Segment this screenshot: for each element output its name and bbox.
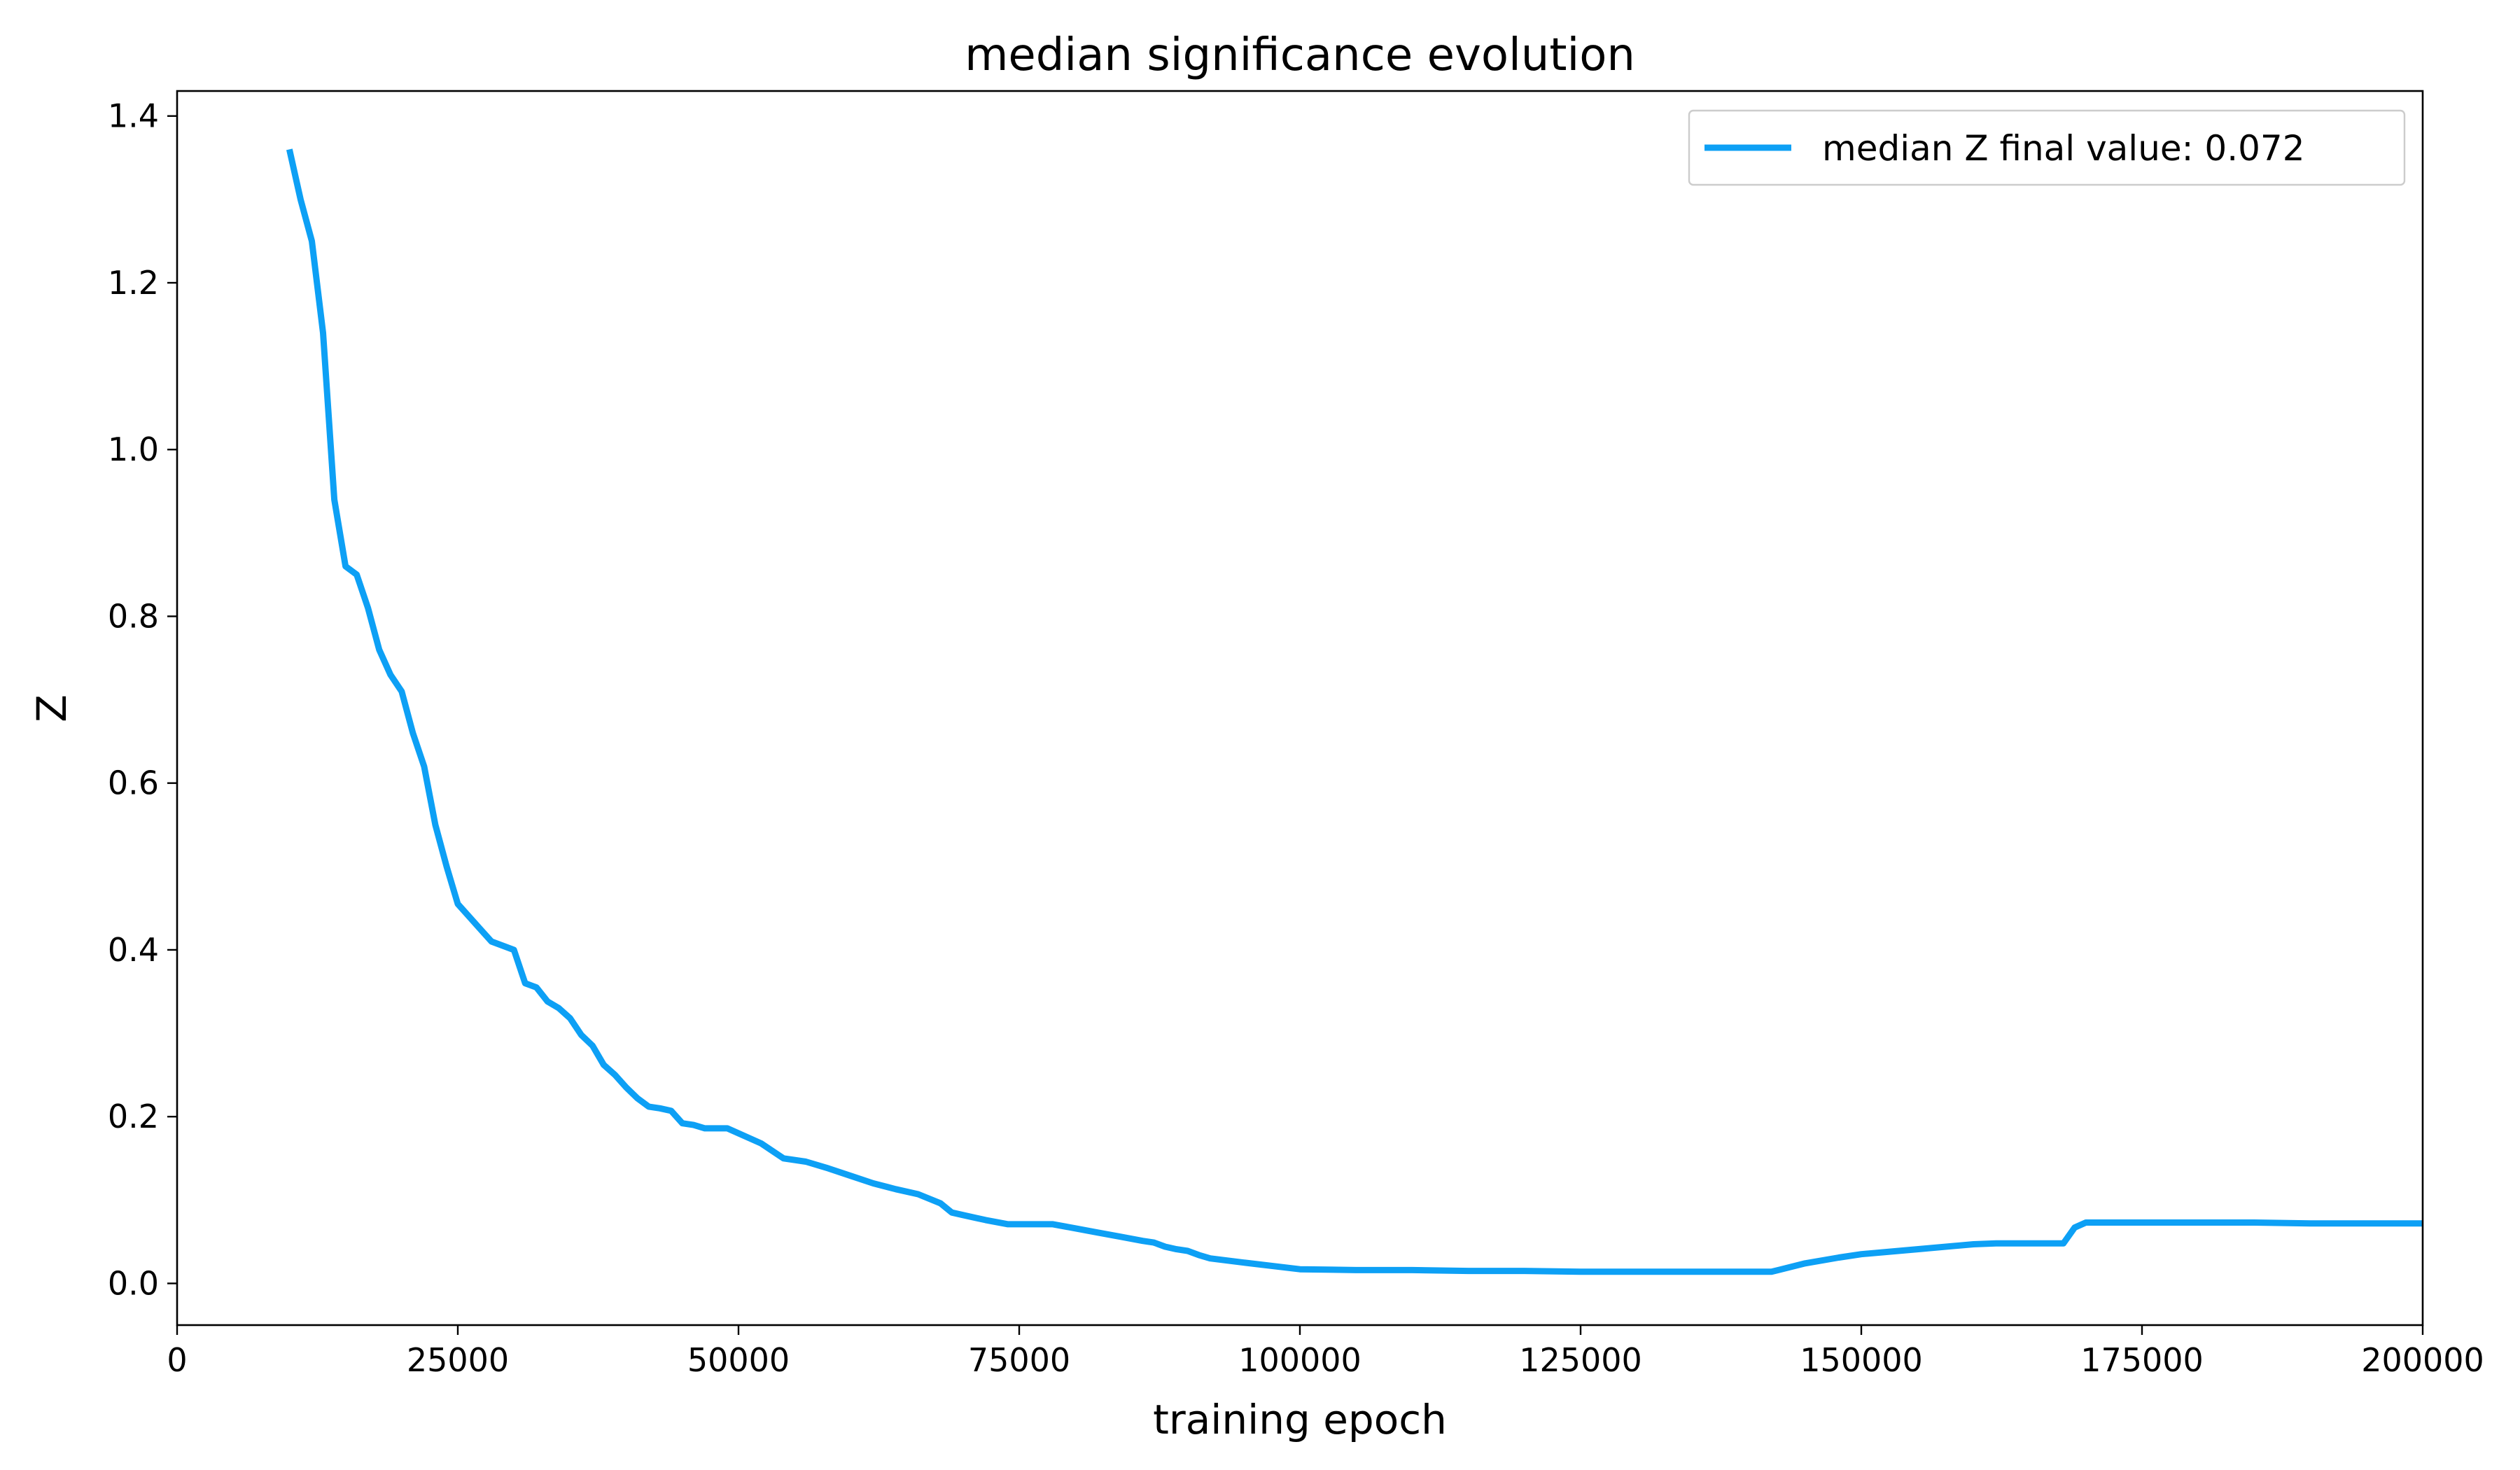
x-tick-label: 25000: [407, 1341, 509, 1379]
x-tick-label: 50000: [687, 1341, 790, 1379]
y-axis: 0.0 0.2 0.4 0.6 0.8 1.0 1.2 1.4: [108, 97, 177, 1302]
y-tick-label: 1.2: [108, 264, 159, 302]
x-tick-label: 75000: [968, 1341, 1070, 1379]
x-tick-label: 100000: [1238, 1341, 1362, 1379]
x-tick-label: 150000: [1800, 1341, 1923, 1379]
x-axis: 0 25000 50000 75000 100000 125000 150000 175000…: [167, 1325, 2484, 1379]
x-tick-label: 125000: [1519, 1341, 1642, 1379]
plot-frame: [176, 90, 2424, 1326]
legend: median Z final value: 0.072: [1688, 109, 2406, 186]
legend-box: [1688, 109, 2406, 186]
y-tick-label: 0.8: [108, 597, 159, 635]
y-tick-label: 1.4: [108, 97, 159, 135]
chart-title: median significance evolution: [965, 29, 1635, 81]
series-layer: [286, 148, 2423, 1275]
y-tick-label: 1.0: [108, 430, 159, 468]
y-tick-label: 0.4: [108, 931, 159, 969]
x-axis-label: training epoch: [1153, 1396, 1447, 1443]
x-tick-label: 175000: [2080, 1341, 2204, 1379]
series-line: [286, 148, 2423, 1275]
x-tick-label: 0: [167, 1341, 187, 1379]
y-tick-label: 0.2: [108, 1098, 159, 1135]
legend-entry-label: median Z final value: 0.072: [1822, 128, 2305, 169]
y-tick-label: 0.6: [108, 764, 159, 802]
y-axis-label: Z: [28, 694, 76, 722]
y-tick-label: 0.0: [108, 1264, 159, 1302]
x-tick-label: 200000: [2361, 1341, 2484, 1379]
